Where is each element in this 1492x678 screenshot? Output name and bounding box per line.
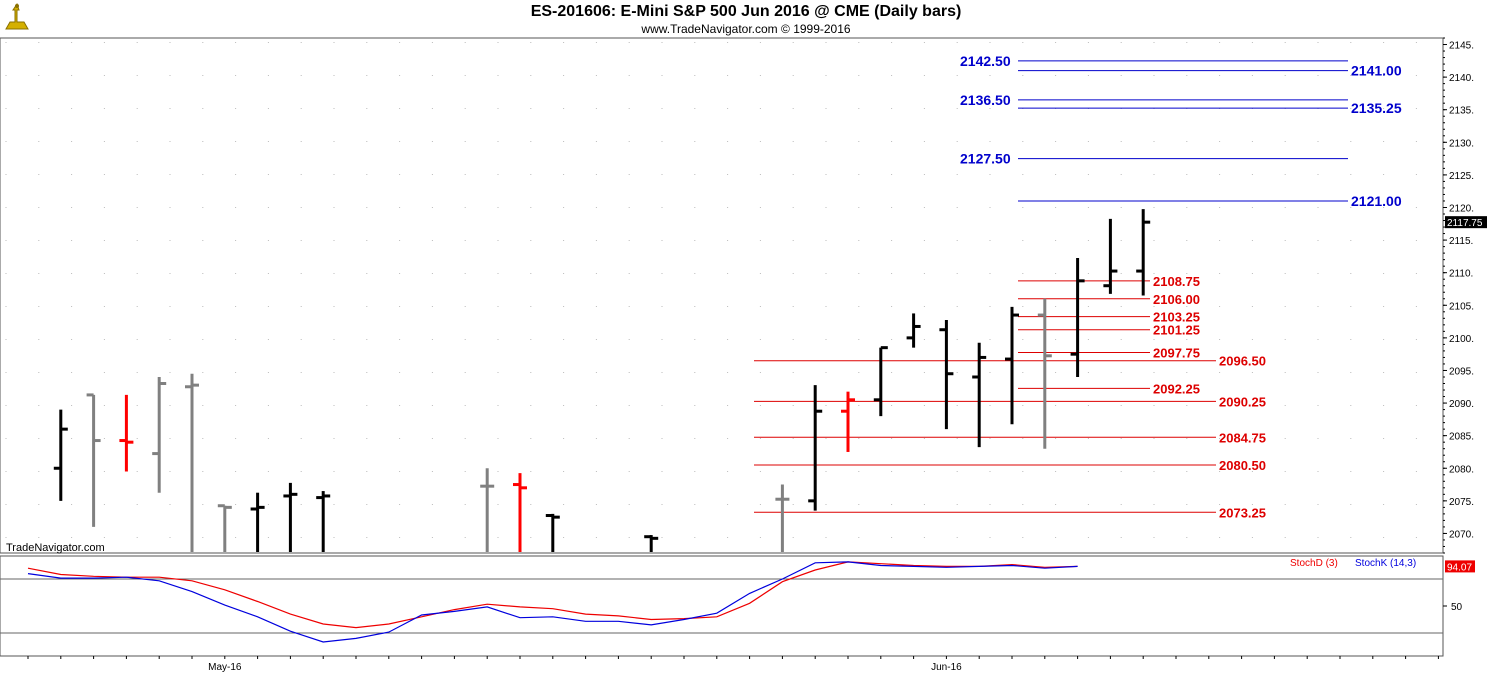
ohlc-bar [152,376,167,493]
date-axis: May-16 Jun-16 [27,656,1439,673]
y-tick-label: 2090. [1449,399,1474,410]
ohlc-bar [1103,218,1118,294]
y-tick-label: 2105. [1449,301,1474,312]
y-tick-label: 2120. [1449,203,1474,214]
resistance-label: 2141.00 [1351,63,1402,79]
y-tick-label: 2075. [1449,497,1474,508]
support-label: 2090.25 [1219,394,1266,409]
stoch-y-tick-label: 50 [1451,602,1463,613]
last-price-tag [1445,216,1487,229]
price-levels: 2142.50 2141.00 2136.50 2135.25 2127.50 2121.… [754,53,1402,520]
support-label: 2084.75 [1219,430,1266,445]
ohlc-bar [644,535,659,552]
y-tick-label: 2125. [1449,171,1474,182]
price-bars [53,209,1151,552]
ohlc-bar [775,484,790,552]
support-label: 2080.50 [1219,458,1266,473]
y-tick-label: 2080. [1449,464,1474,475]
price-axis: 2070. 2075. 2080. 2085. 2090. 2095. 2100. 2105.… [1443,37,1487,554]
stochastic-panel: 50 94.07 [0,560,1475,643]
stoch-k-legend: StochK (14,3) [1355,558,1416,569]
y-tick-label: 2140. [1449,73,1474,84]
ohlc-bar [283,482,298,552]
y-tick-label: 2130. [1449,138,1474,149]
ohlc-bar [873,346,888,417]
support-label: 2101.25 [1153,323,1200,338]
stoch-d-line [27,561,1078,629]
stoch-last-tag [1445,560,1475,573]
ohlc-bar [1037,298,1052,449]
watermark-label: TradeNavigator.com [6,542,105,554]
ohlc-bar [808,385,823,511]
y-tick-label: 2135. [1449,106,1474,117]
ohlc-bar [250,492,265,552]
y-tick-label: 2115. [1449,236,1473,247]
resistance-label: 2121.00 [1351,193,1402,209]
ohlc-bar [53,409,68,501]
ohlc-bar [972,342,987,448]
ohlc-bar [906,313,921,348]
y-tick-label: 2145. [1449,41,1474,52]
support-label: 2073.25 [1219,505,1266,520]
stoch-k-line [27,561,1078,643]
price-panel-border [0,37,1444,554]
stoch-d-legend: StochD (3) [1290,558,1338,569]
ohlc-bar [513,473,527,552]
resistance-label: 2136.50 [960,92,1011,108]
ohlc-bar [316,491,331,552]
ohlc-bar [1136,209,1151,296]
resistance-label: 2142.50 [960,53,1011,69]
last-price-label: 2117.75 [1447,218,1483,229]
y-tick-label: 2085. [1449,432,1474,443]
ohlc-bar [841,391,855,452]
support-label: 2106.00 [1153,292,1200,307]
chart-subtitle: www.TradeNavigator.com © 1999-2016 [641,22,851,36]
y-tick-label: 2095. [1449,366,1474,377]
ohlc-bar [86,393,101,527]
support-label: 2108.75 [1153,274,1200,289]
support-label: 2092.25 [1153,381,1200,396]
chart-frame [0,37,1444,657]
trade-navigator-logo-icon [5,2,29,30]
stoch-last-label: 94.07 [1447,562,1472,573]
support-label: 2103.25 [1153,310,1200,325]
resistance-label: 2135.25 [1351,100,1402,116]
chart-header: ES-201606: E-Mini S&P 500 Jun 2016 @ CME… [0,0,1492,38]
y-tick-label: 2100. [1449,334,1474,345]
support-label: 2096.50 [1219,354,1266,369]
ohlc-bar [1070,258,1085,377]
x-tick-label: Jun-16 [931,662,962,673]
ohlc-bar [939,319,954,430]
ohlc-bar [545,513,560,552]
ohlc-bar [1005,306,1019,425]
support-label: 2097.75 [1153,346,1200,361]
ohlc-bar [119,394,134,472]
y-tick-label: 2070. [1449,529,1474,540]
resistance-label: 2127.50 [960,151,1011,167]
ohlc-bar [480,468,495,552]
ohlc-bar [217,504,232,552]
chart-title: ES-201606: E-Mini S&P 500 Jun 2016 @ CME… [530,3,962,20]
indicator-panel-border [0,555,1444,657]
x-tick-label: May-16 [208,662,242,673]
ohlc-bar [185,373,199,552]
y-tick-label: 2110. [1449,269,1473,280]
